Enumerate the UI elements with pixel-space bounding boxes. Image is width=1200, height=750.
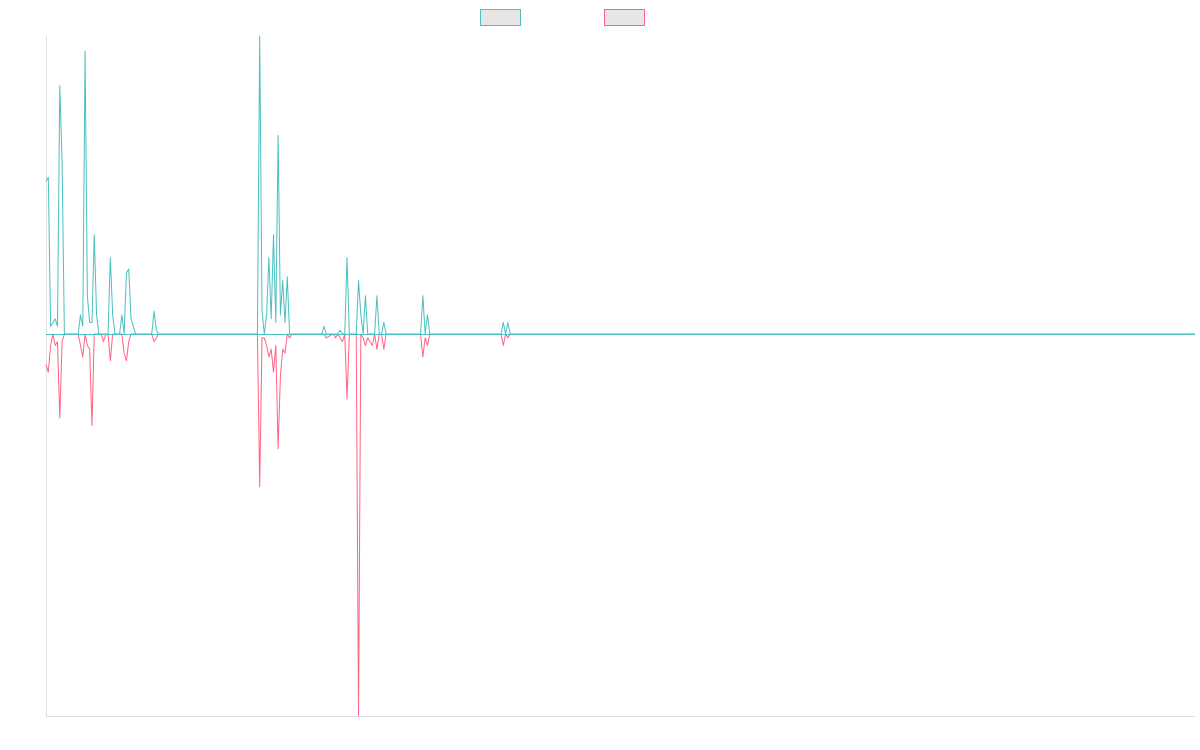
series-layer: [45, 35, 1195, 717]
series-line-1: [45, 35, 1195, 335]
legend-swatch-2: [604, 9, 645, 26]
series-line-2: [45, 333, 1195, 717]
legend-swatch-1: [480, 9, 521, 26]
axes: [46, 36, 1195, 717]
legend: [480, 9, 645, 26]
